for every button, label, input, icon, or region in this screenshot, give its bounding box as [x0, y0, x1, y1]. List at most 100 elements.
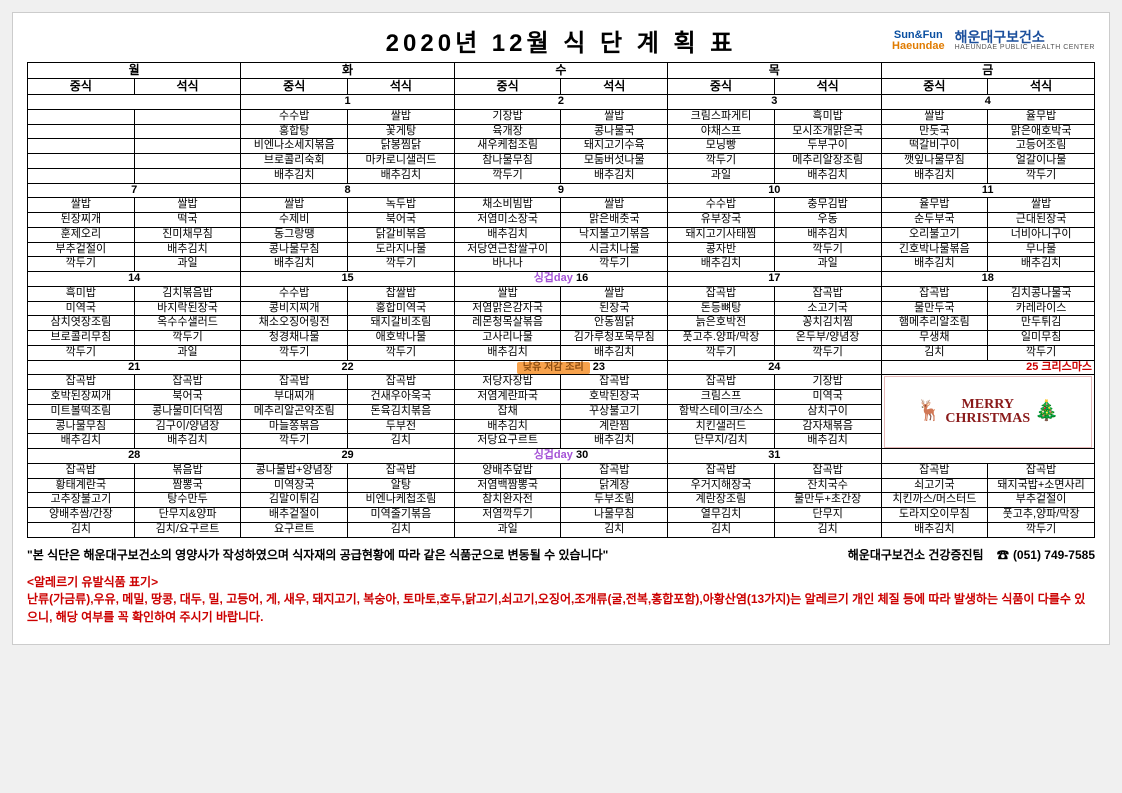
- meal-cell: 근대된장국: [988, 213, 1095, 228]
- meal-cell: 김가루청포묵무침: [561, 331, 668, 346]
- meal-cell: 충무김밥: [774, 198, 881, 213]
- meal-cell: 배추김치: [774, 227, 881, 242]
- meal-cell: 요구르트: [241, 522, 348, 537]
- meal-cell: 단무지&양파: [134, 508, 241, 523]
- meal-cell: 바나나: [454, 257, 561, 272]
- meal-row: 흑미밥김치볶음밥수수밥찹쌀밥쌀밥쌀밥잡곡밥잡곡밥잡곡밥김치콩나물국: [28, 286, 1095, 301]
- page-title: 2020년 12월 식 단 계 획 표: [386, 23, 737, 58]
- meal-cell: 새우케첩조림: [454, 139, 561, 154]
- meal-cell: 양배추덮밥: [454, 463, 561, 478]
- meal-cell: 배추김치: [241, 168, 348, 183]
- meal-cell: 배추김치: [774, 168, 881, 183]
- meal-cell: 애호박나물: [348, 331, 455, 346]
- table-head: 월화수목금 중식석식중식석식중식석식중식석식중식석식: [28, 63, 1095, 95]
- date-cell: [881, 449, 1095, 464]
- day-header: 화: [241, 63, 454, 79]
- meal-cell: 크림스파게티: [668, 109, 775, 124]
- meal-cell: 시금치나물: [561, 242, 668, 257]
- meal-row: 수수밥쌀밥기장밥쌀밥크림스파게티흑미밥쌀밥율무밥: [28, 109, 1095, 124]
- meal-cell: 김구이/양념장: [134, 419, 241, 434]
- low-salt-tag: 싱겁day: [534, 272, 573, 286]
- meal-cell: 김치: [348, 522, 455, 537]
- meal-cell: 쌀밥: [561, 109, 668, 124]
- meal-cell: 쌀밥: [561, 198, 668, 213]
- meal-cell: 잡곡밥: [348, 463, 455, 478]
- meal-cell: 김치: [561, 522, 668, 537]
- meal-row: 훈제오리진미채무침동그랑땡닭갈비볶음배추김치낙지불고기볶음돼지고기사태찜배추김치…: [28, 227, 1095, 242]
- meal-cell: 풋고추.양파/막장: [668, 331, 775, 346]
- meal-cell: 잡곡밥: [134, 375, 241, 390]
- meal-cell: 미역국: [28, 301, 135, 316]
- meal-cell: 두부전: [348, 419, 455, 434]
- low-salt-tag: 싱겁day: [534, 449, 573, 463]
- meal-cell: 단무지: [774, 508, 881, 523]
- date-row: 1234: [28, 95, 1095, 110]
- meal-cell: 함박스테이크/소스: [668, 404, 775, 419]
- date-cell: 9: [454, 183, 667, 198]
- meal-cell: 김치: [881, 345, 988, 360]
- meal-cell: 돼지고기수육: [561, 139, 668, 154]
- meal-cell: 깍두기: [454, 168, 561, 183]
- healthcenter-logo: 해운대구보건소 HAEUNDAE PUBLIC HEALTH CENTER: [955, 30, 1095, 51]
- meal-cell: 우거지해장국: [668, 478, 775, 493]
- meal-header: 중식: [668, 79, 775, 95]
- meal-row: 잡곡밥볶음밥콩나물밥+양념장잡곡밥양배추덮밥잡곡밥잡곡밥잡곡밥잡곡밥잡곡밥: [28, 463, 1095, 478]
- meal-cell: 꾸상불고기: [561, 404, 668, 419]
- meal-cell: 수수밥: [241, 109, 348, 124]
- meal-cell: 배추김치: [881, 257, 988, 272]
- meal-cell: [28, 124, 135, 139]
- meal-cell: 흑미밥: [28, 286, 135, 301]
- meal-cell: 훈제오리: [28, 227, 135, 242]
- meal-row: 고추장불고기탕수만두김말이튀김비엔나케첩조림참치완자전두부조림계란장조림물만두+…: [28, 493, 1095, 508]
- meal-cell: 부추겉절이: [28, 242, 135, 257]
- meal-cell: 배추김치: [668, 257, 775, 272]
- meal-cell: 배추겉절이: [241, 508, 348, 523]
- meal-cell: [134, 168, 241, 183]
- allergy-title: <알레르기 유발식품 표기>: [27, 573, 1095, 590]
- date-cell: 15: [241, 272, 454, 287]
- header: 2020년 12월 식 단 계 획 표 Sun&FunHaeundae 해운대구…: [27, 23, 1095, 58]
- meal-cell: 깍두기: [241, 345, 348, 360]
- meal-cell: 떡갈비구이: [881, 139, 988, 154]
- meal-cell: 쌀밥: [454, 286, 561, 301]
- meal-cell: 저염깍두기: [454, 508, 561, 523]
- meal-cell: 꽁치김치찜: [774, 316, 881, 331]
- date-cell: 2: [454, 95, 667, 110]
- sunfun-logo: Sun&FunHaeundae: [892, 30, 945, 52]
- meal-cell: 온두부/양념장: [774, 331, 881, 346]
- meal-cell: 알탕: [348, 478, 455, 493]
- day-header: 금: [881, 63, 1095, 79]
- date-cell: 싱겁day 16: [454, 272, 667, 287]
- meal-cell: 율무밥: [988, 109, 1095, 124]
- meal-cell: 계란찜: [561, 419, 668, 434]
- meal-cell: 나물무침: [561, 508, 668, 523]
- date-cell: 싱겁day 30: [454, 449, 667, 464]
- meal-row: 비엔나소세지볶음닭봉찜닭새우케첩조림돼지고기수육모닝빵두부구이떡갈비구이고등어조…: [28, 139, 1095, 154]
- meal-cell: 꽃게탕: [348, 124, 455, 139]
- meal-plan-table: 월화수목금 중식석식중식석식중식석식중식석식중식석식 1234수수밥쌀밥기장밥쌀…: [27, 62, 1095, 538]
- meal-plan-page: 2020년 12월 식 단 계 획 표 Sun&FunHaeundae 해운대구…: [12, 12, 1110, 645]
- meal-cell: 잡곡밥: [561, 463, 668, 478]
- meal-cell: 깍두기: [28, 345, 135, 360]
- meal-cell: 깍두기: [561, 257, 668, 272]
- meal-cell: 모시조개맑은국: [774, 124, 881, 139]
- meal-cell: 콩나물국: [561, 124, 668, 139]
- meal-cell: 닭봉찜닭: [348, 139, 455, 154]
- meal-cell: 콩나물밥+양념장: [241, 463, 348, 478]
- meal-cell: 배추김치: [774, 434, 881, 449]
- meal-cell: 잡곡밥: [28, 463, 135, 478]
- meal-header: 중식: [241, 79, 348, 95]
- meal-cell: 맑은애호박국: [988, 124, 1095, 139]
- meal-cell: 저염맑은감자국: [454, 301, 561, 316]
- meal-cell: 삼치엿장조림: [28, 316, 135, 331]
- meal-cell: 흑미밥: [774, 109, 881, 124]
- meal-cell: 배추김치: [454, 227, 561, 242]
- meal-cell: 늙은호박전: [668, 316, 775, 331]
- meal-cell: 과일: [774, 257, 881, 272]
- meal-cell: 된장국: [561, 301, 668, 316]
- footer-note: "본 식단은 해운대구보건소의 영양사가 작성하였으며 식자재의 공급현황에 따…: [27, 546, 608, 563]
- meal-cell: 돼지갈비조림: [348, 316, 455, 331]
- meal-cell: [28, 109, 135, 124]
- meal-cell: 메추리알곤약조림: [241, 404, 348, 419]
- meal-cell: 깍두기: [668, 154, 775, 169]
